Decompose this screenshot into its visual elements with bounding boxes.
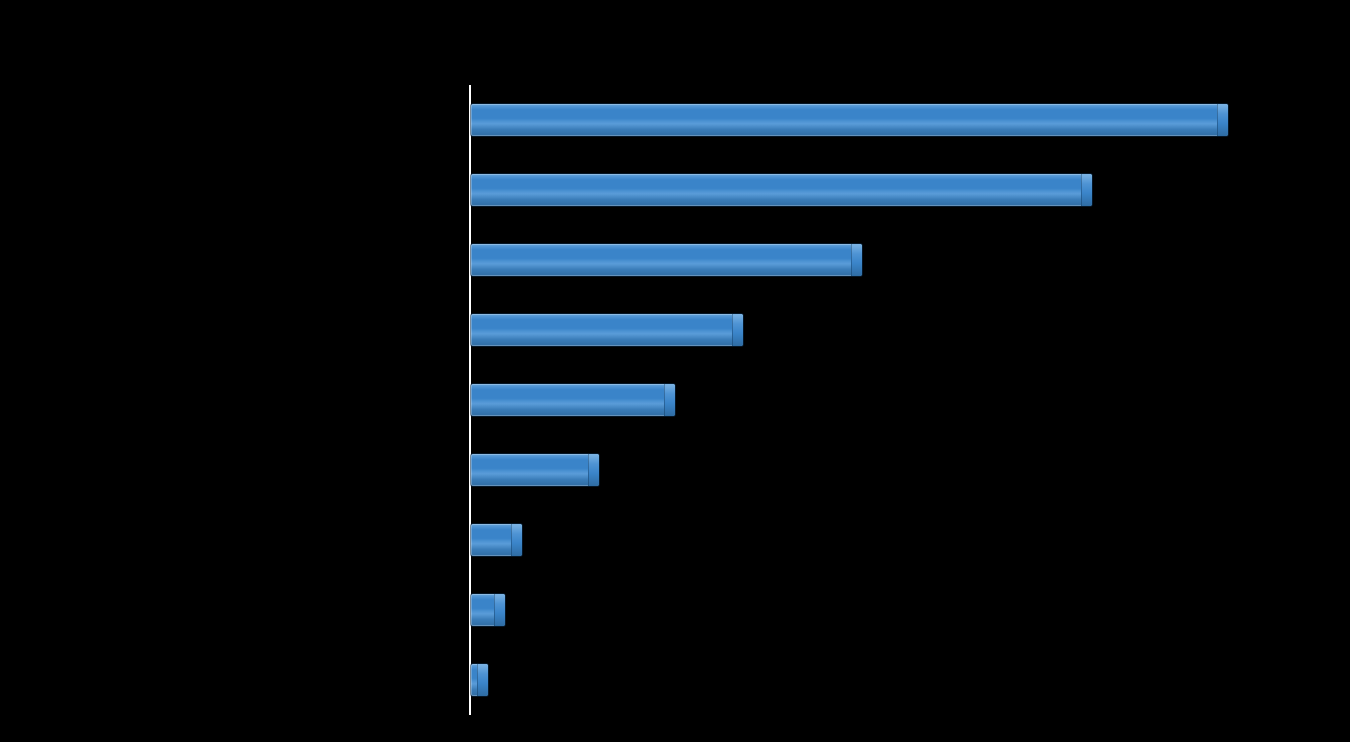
bar-end-cap [851,244,862,276]
bar [471,524,522,556]
bar-row [469,384,1319,416]
bar-end-cap [1081,174,1092,206]
bar-row [469,104,1319,136]
bar [471,664,488,696]
bar [471,244,862,276]
bar-end-cap [1217,104,1228,136]
horizontal-bar-chart [0,0,1350,742]
bar-end-cap [477,664,488,696]
bar [471,314,743,346]
bar [471,594,505,626]
bar-row [469,174,1319,206]
bar-end-cap [664,384,675,416]
bar-row [469,594,1319,626]
bar-end-cap [588,454,599,486]
bar-row [469,244,1319,276]
bar-end-cap [511,524,522,556]
bar [471,174,1092,206]
bar-row [469,454,1319,486]
bars-container [469,85,1319,715]
plot-area [469,85,1319,715]
bar [471,454,599,486]
bar [471,104,1228,136]
bar-row [469,664,1319,696]
bar-row [469,524,1319,556]
bar [471,384,675,416]
bar-end-cap [732,314,743,346]
bar-row [469,314,1319,346]
bar-end-cap [494,594,505,626]
